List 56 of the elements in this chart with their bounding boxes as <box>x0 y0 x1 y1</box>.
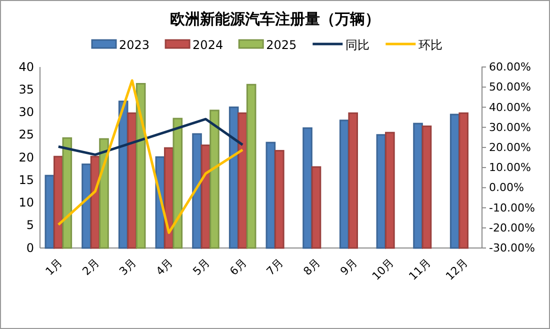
y2-tick-label: 40.00% <box>489 100 531 114</box>
legend-label: 环比 <box>418 38 443 52</box>
bar <box>172 118 183 249</box>
y2-tick-label: -20.00% <box>489 221 535 234</box>
bar <box>413 122 423 249</box>
y2-tick-label: -10.00% <box>489 201 535 214</box>
legend-label: 2024 <box>192 38 224 52</box>
y-tick-label: 25 <box>18 128 34 142</box>
bar <box>99 138 109 249</box>
y2-tick-label: 0.00% <box>489 181 524 194</box>
x-tick-label: 5月 <box>190 256 212 278</box>
y-tick-label: 0 <box>26 240 34 255</box>
x-tick-label: 1月 <box>43 256 65 278</box>
bar <box>302 127 312 249</box>
y-tick-label: 30 <box>18 105 34 120</box>
legend-label: 2025 <box>266 38 297 52</box>
bar <box>54 156 64 249</box>
bar <box>348 112 358 249</box>
x-tick-label: 10月 <box>370 256 396 283</box>
bar <box>458 112 468 249</box>
y-tick-label: 35 <box>18 82 34 96</box>
bar <box>385 132 395 249</box>
y2-tick-label: -30.00% <box>489 242 535 255</box>
y2-tick-label: 30.00% <box>489 120 531 134</box>
y-tick-label: 40 <box>18 60 34 74</box>
y-tick-label: 5 <box>26 218 34 232</box>
x-tick-label: 9月 <box>338 256 360 278</box>
y2-tick-label: 10.00% <box>489 161 531 174</box>
bar <box>238 112 248 249</box>
line-series <box>57 118 244 156</box>
x-tick-label: 3月 <box>116 256 139 278</box>
y2-tick-label: 20.00% <box>489 140 531 154</box>
bar <box>192 133 202 249</box>
x-tick-label: 4月 <box>154 256 176 278</box>
line-series <box>57 79 244 234</box>
x-tick-label: 2月 <box>80 256 102 278</box>
bar <box>311 166 322 249</box>
bar <box>210 110 220 249</box>
legend-label: 2023 <box>119 38 150 52</box>
y-tick-label: 15 <box>18 172 34 187</box>
x-tick-label: 11月 <box>406 256 434 283</box>
x-tick-label: 7月 <box>264 256 286 278</box>
x-tick-label: 6月 <box>227 256 250 278</box>
legend-label: 同比 <box>346 38 370 52</box>
x-tick-label: 8月 <box>300 256 323 278</box>
chart-title: 欧洲新能源汽车注册量（万辆） <box>170 10 380 28</box>
bar <box>274 150 284 249</box>
y2-tick-label: 50.00% <box>489 80 531 94</box>
x-tick-label: 12月 <box>443 256 470 283</box>
bar <box>246 84 256 249</box>
bar <box>127 112 137 249</box>
y2-tick-label: 60.00% <box>489 60 531 74</box>
bar <box>422 126 432 249</box>
y-tick-label: 20 <box>18 150 34 164</box>
bar <box>62 137 72 249</box>
y-tick-label: 10 <box>18 196 34 210</box>
